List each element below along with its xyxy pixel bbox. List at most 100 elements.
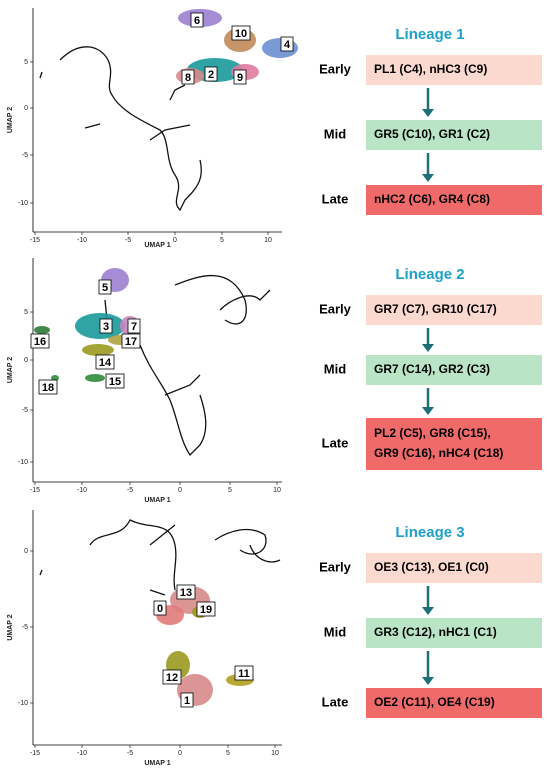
cluster-label: 11 (238, 668, 250, 680)
x-tick-label: -10 (77, 487, 87, 494)
cluster-label-box (196, 601, 216, 617)
y-tick-label: -5 (22, 152, 28, 159)
cluster-label: 13 (180, 587, 192, 599)
cluster-label-box (280, 36, 294, 52)
cluster-label-box (99, 318, 113, 334)
y-axis-label: UMAP 2 (7, 614, 14, 640)
stage-cells: nHC2 (C6), GR4 (C8) (374, 192, 490, 206)
cluster-label-box (98, 279, 112, 295)
cluster-label: 3 (103, 321, 109, 333)
x-tick-label: -5 (125, 237, 131, 244)
stage-cells: GR3 (C12), nHC1 (C1) (374, 625, 497, 639)
cluster-label-box (105, 373, 125, 389)
stage-label: Mid (324, 126, 346, 141)
cluster-label: 17 (125, 336, 137, 348)
lineage-title: Lineage 2 (395, 266, 464, 283)
x-tick-label: 5 (228, 487, 232, 494)
stage-label: Mid (324, 624, 346, 639)
x-axis-label: UMAP 1 (144, 760, 170, 767)
cluster-label: 18 (42, 382, 54, 394)
stage-box (366, 55, 542, 85)
cluster-label: 19 (200, 604, 212, 616)
trajectory (39, 519, 281, 596)
stage-label: Early (319, 301, 352, 316)
cluster-label-box (234, 665, 254, 681)
x-tick-label: -5 (127, 487, 133, 494)
stage-box (366, 120, 542, 150)
cluster-label-box (233, 69, 247, 85)
y-tick-label: -5 (22, 407, 28, 414)
stage-cells: OE2 (C11), OE4 (C19) (374, 695, 495, 709)
y-tick-label: 5 (24, 309, 28, 316)
x-tick-label: 5 (226, 750, 230, 757)
cluster-label: 1 (184, 695, 190, 707)
trajectory (104, 274, 271, 457)
cluster-label-box (127, 318, 141, 334)
cluster-label-box (181, 69, 195, 85)
cluster-label: 12 (166, 672, 178, 684)
arrow-head (422, 607, 434, 615)
stage-box (366, 688, 542, 718)
cluster-label-box (121, 333, 141, 349)
y-tick-label: -10 (18, 700, 28, 707)
stage-label: Late (322, 694, 349, 709)
cluster-label-box (162, 669, 182, 685)
x-tick-label: -15 (30, 750, 40, 757)
lineage-title: Lineage 1 (395, 26, 464, 43)
cluster-label-box (231, 25, 251, 41)
stage-box (366, 355, 542, 385)
cluster-label: 15 (109, 376, 121, 388)
cluster-label: 0 (157, 603, 163, 615)
cluster-label-box (180, 692, 194, 708)
cluster-label: 2 (208, 69, 214, 81)
cluster-label: 10 (235, 28, 247, 40)
x-tick-label: 10 (271, 750, 279, 757)
x-tick-label: -5 (127, 750, 133, 757)
arrow-head (422, 344, 434, 352)
stage-box (366, 553, 542, 583)
arrow-head (422, 407, 434, 415)
x-tick-label: -10 (77, 237, 87, 244)
y-tick-label: -5 (22, 624, 28, 631)
cluster-label: 16 (34, 336, 46, 348)
x-axis-label: UMAP 1 (144, 242, 170, 249)
cluster-label-box (176, 584, 196, 600)
stage-box (366, 618, 542, 648)
arrow-head (422, 174, 434, 182)
y-axis-label: UMAP 2 (7, 357, 14, 383)
stage-label: Early (319, 61, 352, 76)
cluster-label-box (30, 333, 50, 349)
y-tick-label: -10 (18, 459, 28, 466)
x-tick-label: -15 (30, 237, 40, 244)
cluster-label: 5 (102, 282, 108, 294)
y-axis-label: UMAP 2 (7, 107, 14, 133)
cluster-cells (51, 375, 59, 381)
x-tick-label: -10 (77, 750, 87, 757)
cluster-label: 9 (237, 72, 243, 84)
x-tick-label: 10 (273, 487, 281, 494)
stage-label: Late (322, 191, 349, 206)
x-tick-label: 10 (264, 237, 272, 244)
x-axis-label: UMAP 1 (144, 497, 170, 504)
stage-label: Early (319, 559, 352, 574)
trajectory (39, 46, 202, 212)
cluster-cells (34, 326, 50, 334)
cluster-label-box (153, 600, 167, 616)
x-tick-label: 0 (178, 487, 182, 494)
y-tick-label: 0 (24, 548, 28, 555)
cluster-label-box (204, 66, 218, 82)
arrow-head (422, 677, 434, 685)
lineage-title: Lineage 3 (395, 524, 464, 541)
stage-label: Late (322, 435, 349, 450)
cluster-label: 6 (194, 15, 200, 27)
stage-cells: PL2 (C5), GR8 (C15), (374, 426, 491, 440)
stage-box (366, 418, 542, 470)
y-tick-label: -10 (18, 200, 28, 207)
x-tick-label: -15 (30, 487, 40, 494)
x-tick-label: 5 (220, 237, 224, 244)
y-tick-label: 0 (24, 105, 28, 112)
cluster-label: 4 (284, 39, 291, 51)
cluster-label-box (95, 354, 115, 370)
stage-cells: GR7 (C7), GR10 (C17) (374, 302, 497, 316)
